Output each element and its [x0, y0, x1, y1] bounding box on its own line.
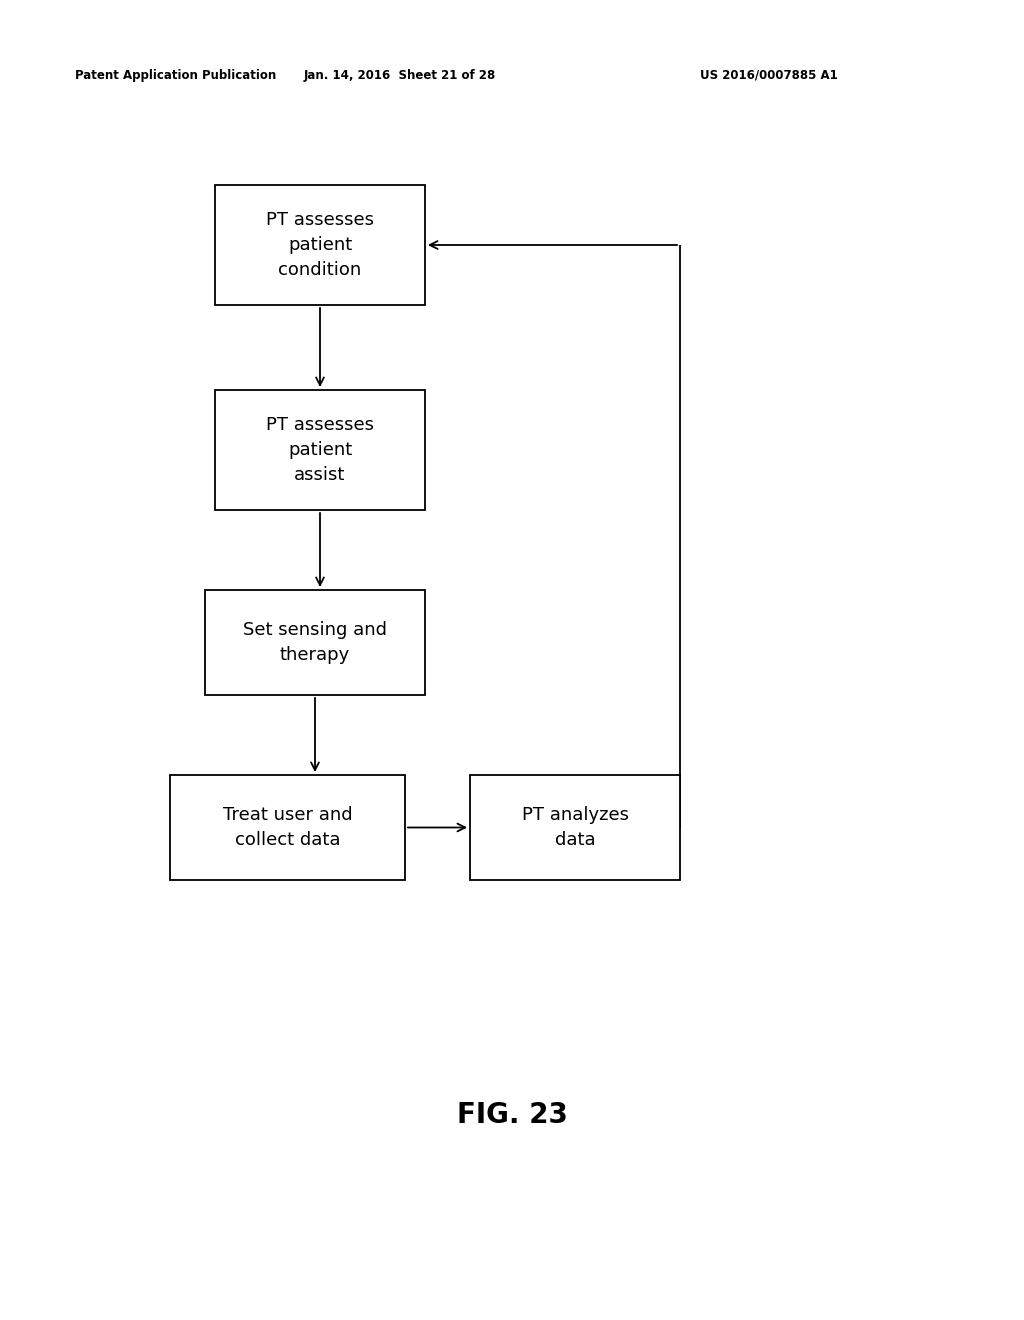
Text: US 2016/0007885 A1: US 2016/0007885 A1 — [700, 69, 838, 82]
Bar — [205, 590, 425, 696]
Text: Treat user and
collect data: Treat user and collect data — [222, 807, 352, 849]
Text: Patent Application Publication: Patent Application Publication — [75, 69, 276, 82]
Text: PT assesses
patient
assist: PT assesses patient assist — [266, 416, 374, 484]
Bar — [170, 775, 406, 880]
Text: Set sensing and
therapy: Set sensing and therapy — [243, 620, 387, 664]
Text: PT assesses
patient
condition: PT assesses patient condition — [266, 211, 374, 279]
Bar — [215, 389, 425, 510]
Bar — [215, 185, 425, 305]
Text: Jan. 14, 2016  Sheet 21 of 28: Jan. 14, 2016 Sheet 21 of 28 — [304, 69, 496, 82]
Text: FIG. 23: FIG. 23 — [457, 1101, 567, 1129]
Bar — [470, 775, 680, 880]
Text: PT analyzes
data: PT analyzes data — [521, 807, 629, 849]
